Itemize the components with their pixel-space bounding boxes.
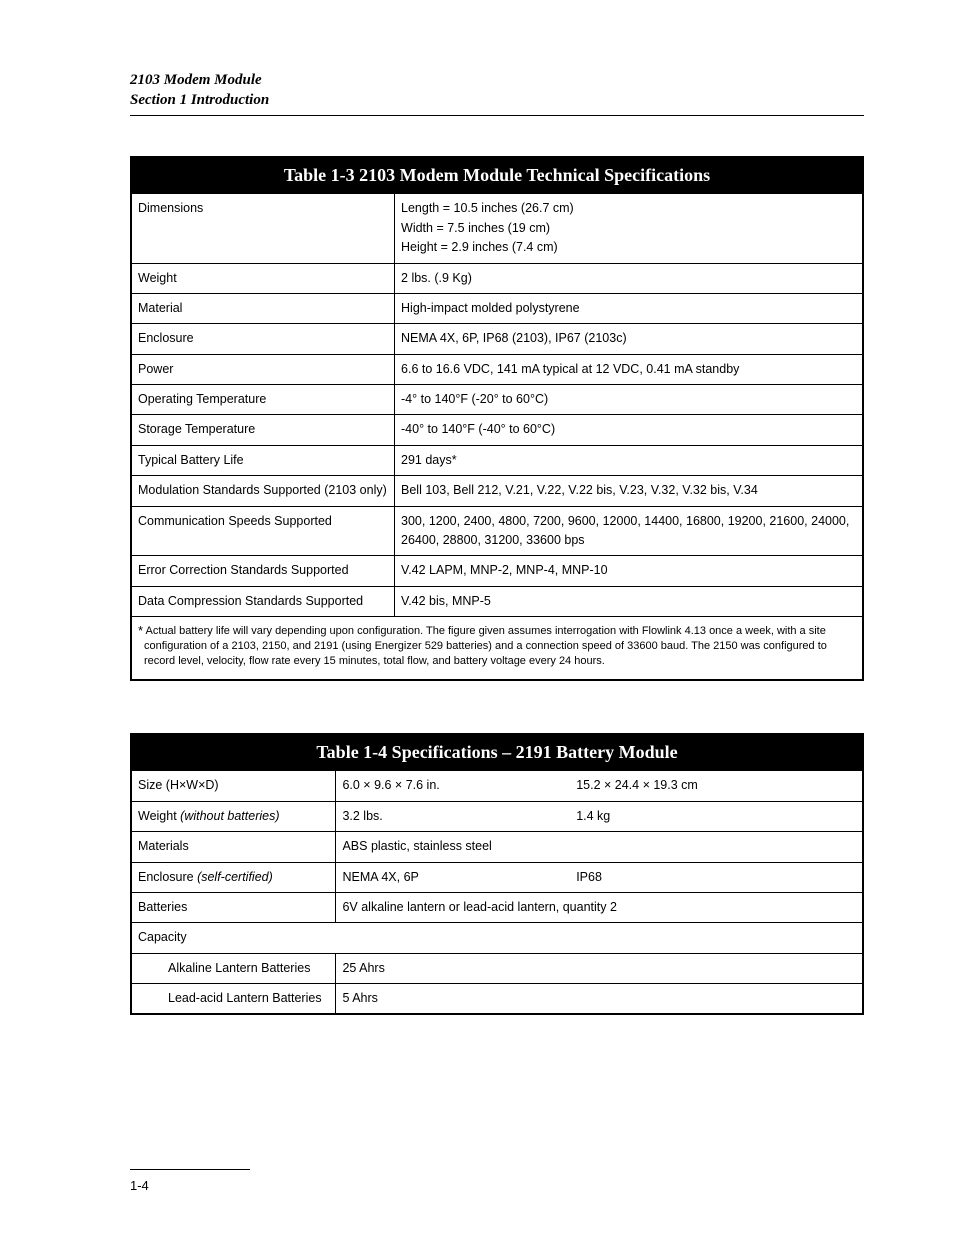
table-row: MaterialsABS plastic, stainless steel [131,832,863,862]
table-row: Typical Battery Life291 days* [131,445,863,475]
spec-value: 300, 1200, 2400, 4800, 7200, 9600, 12000… [395,506,863,556]
spec-value: Length = 10.5 inches (26.7 cm)Width = 7.… [395,194,863,263]
table-row: Lead-acid Lantern Batteries5 Ahrs [131,984,863,1015]
table-row: Alkaline Lantern Batteries25 Ahrs [131,953,863,983]
spec-value: -4° to 140°F (-20° to 60°C) [395,385,863,415]
page-number: 1-4 [130,1178,864,1193]
spec-value: 6.0 × 9.6 × 7.6 in. [336,771,570,801]
spec-value: High-impact molded polystyrene [395,293,863,323]
spec-value: 3.2 lbs. [336,801,570,831]
table-1-4-title: Table 1-4 Specifications – 2191 Battery … [131,734,863,771]
spec-value: -40° to 140°F (-40° to 60°C) [395,415,863,445]
capacity-sub-label: Lead-acid Lantern Batteries [131,984,336,1015]
spec-label: Modulation Standards Supported (2103 onl… [131,476,395,506]
capacity-sub-value: 25 Ahrs [336,953,863,983]
table-row: Enclosure (self-certified)NEMA 4X, 6PIP6… [131,862,863,892]
spec-value: ABS plastic, stainless steel [336,832,863,862]
spec-label: Error Correction Standards Supported [131,556,395,586]
spec-value: Bell 103, Bell 212, V.21, V.22, V.22 bis… [395,476,863,506]
spec-value: NEMA 4X, 6P [336,862,570,892]
table-row: Weight2 lbs. (.9 Kg) [131,263,863,293]
table-row: Storage Temperature-40° to 140°F (-40° t… [131,415,863,445]
spec-label: Batteries [131,892,336,922]
spec-value: V.42 LAPM, MNP-2, MNP-4, MNP-10 [395,556,863,586]
spec-value: 6V alkaline lantern or lead-acid lantern… [336,892,863,922]
spec-value-alt: 1.4 kg [570,801,863,831]
spec-label: Size (H×W×D) [131,771,336,801]
table-row: Size (H×W×D)6.0 × 9.6 × 7.6 in.15.2 × 24… [131,771,863,801]
spec-label: Data Compression Standards Supported [131,586,395,616]
spec-label: Enclosure (self-certified) [131,862,336,892]
table-row: Power6.6 to 16.6 VDC, 141 mA typical at … [131,354,863,384]
spec-label: Communication Speeds Supported [131,506,395,556]
empty-cell [336,923,863,953]
table-row: Batteries6V alkaline lantern or lead-aci… [131,892,863,922]
spec-value: NEMA 4X, 6P, IP68 (2103), IP67 (2103c) [395,324,863,354]
table-row: Modulation Standards Supported (2103 onl… [131,476,863,506]
spec-value: 2 lbs. (.9 Kg) [395,263,863,293]
table-row: EnclosureNEMA 4X, 6P, IP68 (2103), IP67 … [131,324,863,354]
table-1-4: Table 1-4 Specifications – 2191 Battery … [130,733,864,1016]
table-row: Operating Temperature-4° to 140°F (-20° … [131,385,863,415]
spec-value: 291 days* [395,445,863,475]
spec-label: Dimensions [131,194,395,263]
spec-label: Storage Temperature [131,415,395,445]
header-line-2: Section 1 Introduction [130,90,864,110]
table-1-3: Table 1-3 2103 Modem Module Technical Sp… [130,156,864,681]
capacity-sub-value: 5 Ahrs [336,984,863,1015]
table-row: Capacity [131,923,863,953]
capacity-label: Capacity [131,923,336,953]
table-row: MaterialHigh-impact molded polystyrene [131,293,863,323]
header-line-1: 2103 Modem Module [130,70,864,90]
spec-label: Power [131,354,395,384]
spec-label: Weight [131,263,395,293]
spec-label: Operating Temperature [131,385,395,415]
table-1-3-footnote: * Actual battery life will vary dependin… [131,617,863,680]
spec-label: Materials [131,832,336,862]
table-row: Weight (without batteries)3.2 lbs.1.4 kg [131,801,863,831]
spec-value-alt: IP68 [570,862,863,892]
page-footer: 1-4 [130,1169,864,1193]
table-row: Communication Speeds Supported300, 1200,… [131,506,863,556]
spec-label: Material [131,293,395,323]
spec-value-alt: 15.2 × 24.4 × 19.3 cm [570,771,863,801]
table-row: Data Compression Standards SupportedV.42… [131,586,863,616]
footer-rule [130,1169,250,1170]
spec-value: 6.6 to 16.6 VDC, 141 mA typical at 12 VD… [395,354,863,384]
spec-label: Enclosure [131,324,395,354]
running-header: 2103 Modem Module Section 1 Introduction [130,70,864,116]
table-row: Error Correction Standards SupportedV.42… [131,556,863,586]
spec-value: V.42 bis, MNP-5 [395,586,863,616]
table-1-3-title: Table 1-3 2103 Modem Module Technical Sp… [131,157,863,194]
spec-label: Typical Battery Life [131,445,395,475]
spec-label: Weight (without batteries) [131,801,336,831]
capacity-sub-label: Alkaline Lantern Batteries [131,953,336,983]
table-row: DimensionsLength = 10.5 inches (26.7 cm)… [131,194,863,263]
